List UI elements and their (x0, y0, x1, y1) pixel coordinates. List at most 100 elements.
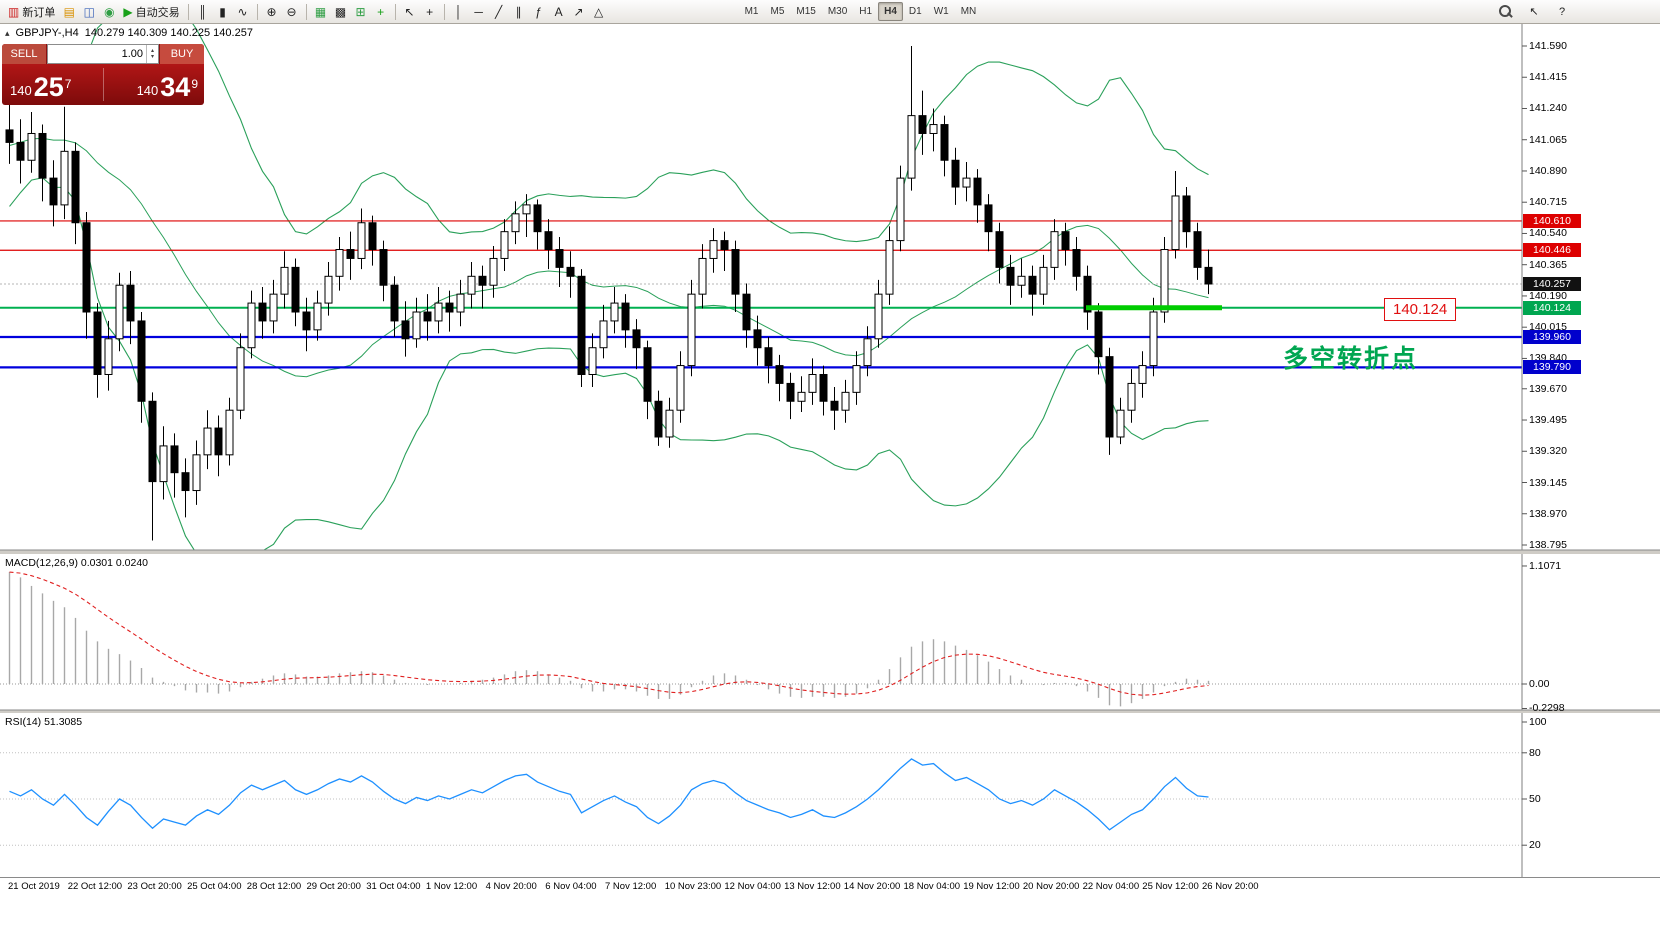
panel-separator-2[interactable] (0, 710, 1660, 713)
cursor-icon[interactable]: ↖ (400, 2, 420, 22)
price-axis-label: 140.890 (1529, 164, 1567, 177)
bear-candle (445, 302, 454, 313)
fibonacci-icon[interactable]: ƒ (529, 2, 549, 22)
price-scale-badge: 140.124 (1523, 300, 1581, 315)
volume-spinner[interactable]: ▴ ▾ (146, 45, 158, 63)
price-axis-label: 139.495 (1529, 414, 1567, 427)
bear-candle (379, 249, 388, 286)
panel-separator-1[interactable] (0, 550, 1660, 554)
vertical-line-icon[interactable]: │ (449, 2, 469, 22)
bull-candle (522, 204, 531, 215)
volume-value: 1.00 (121, 48, 143, 60)
bull-candle (1050, 231, 1059, 268)
macd-axis-label: 1.1071 (1529, 559, 1562, 572)
price-axis-label: 141.590 (1529, 40, 1567, 52)
profiles-icon[interactable]: ◫ (79, 2, 99, 22)
rsi-indicator-label: RSI(14) 51.3085 (5, 716, 83, 728)
new-order-button[interactable]: ▥ 新订单 (4, 2, 59, 22)
bull-candle (1039, 266, 1048, 295)
rsi-axis-label: 80 (1529, 746, 1541, 759)
price-scale-badge: 139.790 (1523, 360, 1581, 375)
timeframe-button-w1[interactable]: W1 (933, 6, 949, 17)
line-chart-icon[interactable]: ∿ (233, 2, 253, 22)
bull-candle (1116, 409, 1125, 438)
bear-candle (764, 347, 773, 367)
bear-candle (621, 302, 630, 331)
arrows-icon[interactable]: ↗ (569, 2, 589, 22)
candlestick-chart-icon-glyph: ▮ (219, 4, 226, 19)
bear-candle (126, 284, 135, 322)
price-axis-label: 139.670 (1529, 382, 1567, 395)
horizontal-line-icon[interactable]: ─ (469, 2, 489, 22)
bull-candle (60, 150, 69, 206)
sell-price[interactable]: 140 25 7 (2, 64, 103, 105)
timeframe-button-mn[interactable]: MN (960, 6, 977, 17)
bear-candle (973, 177, 982, 206)
channel-icon[interactable]: ∥ (509, 2, 529, 22)
charts-folder-icon[interactable]: ▤ (59, 2, 79, 22)
bear-candle (82, 222, 91, 313)
price-axis-label: 141.065 (1529, 133, 1567, 146)
bull-candle (874, 293, 883, 340)
bear-candle (984, 204, 993, 233)
bear-candle (148, 400, 157, 483)
price-axis-label: 141.240 (1529, 102, 1567, 115)
pointer-icon[interactable]: ↖ (1529, 6, 1539, 18)
chart-symbol: GBPJPY-,H4 (15, 27, 79, 39)
one-click-trading-panel: SELL 1.00 ▴ ▾ BUY 140 25 7 140 34 9 (2, 44, 204, 105)
search-icon[interactable] (1495, 2, 1516, 22)
indicators-icon-glyph: + (377, 4, 385, 19)
price-axis-label: 139.145 (1529, 476, 1567, 489)
help-icon[interactable]: ? (1558, 5, 1566, 18)
bull-candle (467, 275, 476, 295)
timeframe-button-m1[interactable]: M1 (744, 6, 759, 17)
buy-price[interactable]: 140 34 9 (104, 64, 205, 105)
indicators-icon[interactable]: + (371, 2, 391, 22)
bear-candle (258, 302, 267, 322)
zoom-out-icon[interactable]: ⊖ (282, 2, 302, 22)
spinner-down-icon[interactable]: ▾ (150, 54, 154, 60)
toolbar-separator (394, 3, 396, 20)
trendline-icon[interactable]: ╱ (489, 2, 509, 22)
text-icon[interactable]: A (549, 2, 569, 22)
zoom-in-icon[interactable]: ⊕ (262, 2, 282, 22)
bar-chart-icon[interactable]: ║ (193, 2, 213, 22)
price-level-label[interactable]: 140.124 (1384, 298, 1457, 321)
buy-button[interactable]: BUY (160, 44, 204, 64)
timeframe-button-h1[interactable]: H1 (859, 6, 873, 17)
price-axis-label: 140.190 (1529, 289, 1567, 302)
bear-candle (731, 249, 740, 295)
tile-windows-icon[interactable]: ▦ (311, 2, 331, 22)
bull-candle (687, 293, 696, 367)
autotrading-button[interactable]: ▶ 自动交易 (119, 2, 183, 22)
macd-axis-label: 0.00 (1529, 678, 1550, 690)
bull-candle (456, 293, 465, 313)
price-axis-label: 140.715 (1529, 196, 1567, 209)
timeframe-button-m5[interactable]: M5 (770, 6, 785, 17)
time-axis-label: 18 Nov 04:00 (903, 881, 961, 892)
candlestick-chart-icon[interactable]: ▮ (213, 2, 233, 22)
new-chart-icon[interactable]: ⊞ (351, 2, 371, 22)
bear-candle (753, 329, 762, 349)
timeframe-button-d1[interactable]: D1 (908, 6, 922, 17)
volume-input[interactable]: 1.00 ▴ ▾ (47, 44, 159, 64)
crosshair-icon[interactable]: + (420, 2, 440, 22)
cascade-windows-icon[interactable]: ▩ (331, 2, 351, 22)
bear-candle (390, 284, 399, 322)
bollinger-upper-line (9, 24, 1209, 243)
chart-annotation-text: 多空转折点 (1283, 345, 1419, 373)
one-click-toggle-icon[interactable]: ▴ (5, 27, 10, 38)
time-axis-label: 21 Oct 2019 (8, 881, 60, 892)
shapes-icon[interactable]: △ (589, 2, 609, 22)
timeframe-button-h4[interactable]: H4 (878, 2, 903, 21)
terminal-icon[interactable]: ◉ (99, 2, 119, 22)
spinner-up-icon[interactable]: ▴ (150, 48, 154, 54)
rsi-line (9, 758, 1209, 831)
bear-candle (401, 320, 410, 340)
sell-button[interactable]: SELL (2, 44, 46, 64)
bear-candle (533, 204, 542, 233)
text-icon-glyph: A (554, 4, 563, 19)
timeframe-button-m30[interactable]: M30 (827, 6, 848, 17)
bull-candle (907, 115, 916, 179)
timeframe-button-m15[interactable]: M15 (796, 6, 816, 17)
